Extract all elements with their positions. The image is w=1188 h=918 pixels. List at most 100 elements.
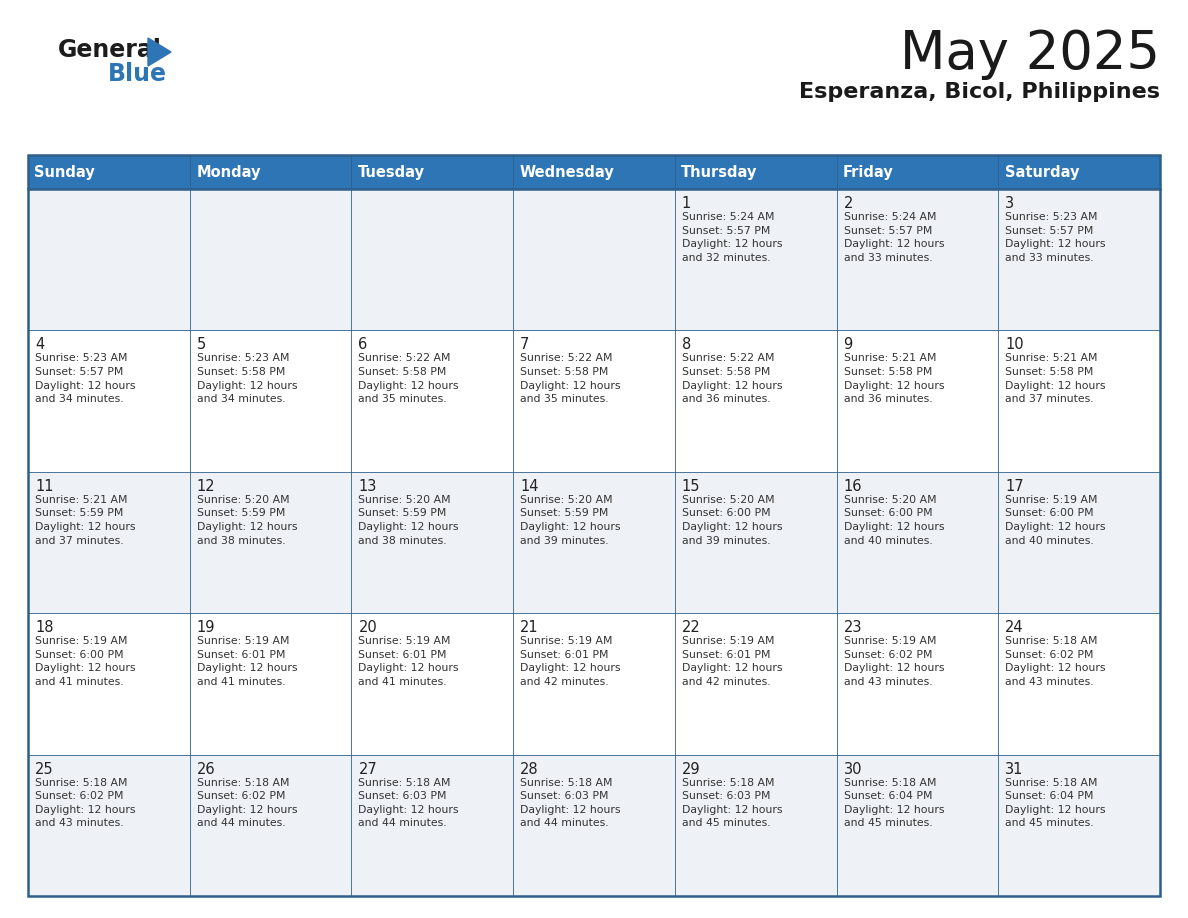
Bar xyxy=(29,330,190,472)
Text: General: General xyxy=(58,38,162,62)
Text: Sunrise: 5:19 AM
Sunset: 6:00 PM
Daylight: 12 hours
and 40 minutes.: Sunrise: 5:19 AM Sunset: 6:00 PM Dayligh… xyxy=(1005,495,1106,545)
Text: 23: 23 xyxy=(843,621,862,635)
Bar xyxy=(190,155,352,189)
Bar xyxy=(513,755,675,896)
Bar xyxy=(675,472,836,613)
Text: 29: 29 xyxy=(682,762,701,777)
Text: Tuesday: Tuesday xyxy=(358,164,425,180)
Bar xyxy=(352,189,513,330)
Text: Sunrise: 5:22 AM
Sunset: 5:58 PM
Daylight: 12 hours
and 35 minutes.: Sunrise: 5:22 AM Sunset: 5:58 PM Dayligh… xyxy=(520,353,620,404)
Text: Thursday: Thursday xyxy=(682,164,758,180)
Text: Sunrise: 5:18 AM
Sunset: 6:04 PM
Daylight: 12 hours
and 45 minutes.: Sunrise: 5:18 AM Sunset: 6:04 PM Dayligh… xyxy=(843,778,944,828)
Text: 22: 22 xyxy=(682,621,701,635)
Text: 6: 6 xyxy=(359,338,367,353)
Bar xyxy=(675,613,836,755)
Text: Wednesday: Wednesday xyxy=(519,164,614,180)
Text: Sunrise: 5:19 AM
Sunset: 6:01 PM
Daylight: 12 hours
and 42 minutes.: Sunrise: 5:19 AM Sunset: 6:01 PM Dayligh… xyxy=(682,636,783,687)
Text: 20: 20 xyxy=(359,621,377,635)
Bar xyxy=(352,755,513,896)
Text: 18: 18 xyxy=(34,621,53,635)
Bar xyxy=(190,613,352,755)
Bar xyxy=(352,155,513,189)
Bar xyxy=(29,155,1159,896)
Bar xyxy=(836,472,998,613)
Bar xyxy=(998,755,1159,896)
Text: Saturday: Saturday xyxy=(1005,164,1079,180)
Bar xyxy=(352,330,513,472)
Bar xyxy=(513,472,675,613)
Text: 28: 28 xyxy=(520,762,539,777)
Bar xyxy=(29,613,190,755)
Text: 3: 3 xyxy=(1005,196,1015,211)
Text: 4: 4 xyxy=(34,338,44,353)
Bar xyxy=(998,155,1159,189)
Bar xyxy=(513,330,675,472)
Text: 30: 30 xyxy=(843,762,862,777)
Text: Sunrise: 5:18 AM
Sunset: 6:02 PM
Daylight: 12 hours
and 44 minutes.: Sunrise: 5:18 AM Sunset: 6:02 PM Dayligh… xyxy=(197,778,297,828)
Text: 5: 5 xyxy=(197,338,206,353)
Text: 2: 2 xyxy=(843,196,853,211)
Text: Sunrise: 5:21 AM
Sunset: 5:58 PM
Daylight: 12 hours
and 36 minutes.: Sunrise: 5:21 AM Sunset: 5:58 PM Dayligh… xyxy=(843,353,944,404)
Text: Sunrise: 5:18 AM
Sunset: 6:03 PM
Daylight: 12 hours
and 44 minutes.: Sunrise: 5:18 AM Sunset: 6:03 PM Dayligh… xyxy=(520,778,620,828)
Text: Sunrise: 5:20 AM
Sunset: 5:59 PM
Daylight: 12 hours
and 38 minutes.: Sunrise: 5:20 AM Sunset: 5:59 PM Dayligh… xyxy=(197,495,297,545)
Text: Sunrise: 5:18 AM
Sunset: 6:03 PM
Daylight: 12 hours
and 44 minutes.: Sunrise: 5:18 AM Sunset: 6:03 PM Dayligh… xyxy=(359,778,459,828)
Text: 15: 15 xyxy=(682,479,701,494)
Text: Sunrise: 5:24 AM
Sunset: 5:57 PM
Daylight: 12 hours
and 32 minutes.: Sunrise: 5:24 AM Sunset: 5:57 PM Dayligh… xyxy=(682,212,783,263)
Bar xyxy=(675,755,836,896)
Bar xyxy=(29,189,190,330)
Bar xyxy=(836,330,998,472)
Text: Sunrise: 5:20 AM
Sunset: 5:59 PM
Daylight: 12 hours
and 38 minutes.: Sunrise: 5:20 AM Sunset: 5:59 PM Dayligh… xyxy=(359,495,459,545)
Text: 12: 12 xyxy=(197,479,215,494)
Bar xyxy=(998,613,1159,755)
Bar xyxy=(29,155,190,189)
Text: Sunrise: 5:20 AM
Sunset: 6:00 PM
Daylight: 12 hours
and 39 minutes.: Sunrise: 5:20 AM Sunset: 6:00 PM Dayligh… xyxy=(682,495,783,545)
Text: Sunrise: 5:18 AM
Sunset: 6:04 PM
Daylight: 12 hours
and 45 minutes.: Sunrise: 5:18 AM Sunset: 6:04 PM Dayligh… xyxy=(1005,778,1106,828)
Text: Sunrise: 5:18 AM
Sunset: 6:02 PM
Daylight: 12 hours
and 43 minutes.: Sunrise: 5:18 AM Sunset: 6:02 PM Dayligh… xyxy=(1005,636,1106,687)
Bar xyxy=(513,189,675,330)
Text: 26: 26 xyxy=(197,762,215,777)
Text: 14: 14 xyxy=(520,479,538,494)
Text: 17: 17 xyxy=(1005,479,1024,494)
Bar xyxy=(513,155,675,189)
Text: Sunrise: 5:19 AM
Sunset: 6:00 PM
Daylight: 12 hours
and 41 minutes.: Sunrise: 5:19 AM Sunset: 6:00 PM Dayligh… xyxy=(34,636,135,687)
Bar xyxy=(836,155,998,189)
Text: 11: 11 xyxy=(34,479,53,494)
Text: 24: 24 xyxy=(1005,621,1024,635)
Bar xyxy=(836,189,998,330)
Bar xyxy=(836,613,998,755)
Text: Sunrise: 5:19 AM
Sunset: 6:01 PM
Daylight: 12 hours
and 41 minutes.: Sunrise: 5:19 AM Sunset: 6:01 PM Dayligh… xyxy=(359,636,459,687)
Bar xyxy=(836,755,998,896)
Text: Sunrise: 5:22 AM
Sunset: 5:58 PM
Daylight: 12 hours
and 35 minutes.: Sunrise: 5:22 AM Sunset: 5:58 PM Dayligh… xyxy=(359,353,459,404)
Bar xyxy=(675,155,836,189)
Text: 13: 13 xyxy=(359,479,377,494)
Text: Sunrise: 5:23 AM
Sunset: 5:58 PM
Daylight: 12 hours
and 34 minutes.: Sunrise: 5:23 AM Sunset: 5:58 PM Dayligh… xyxy=(197,353,297,404)
Text: Monday: Monday xyxy=(196,164,260,180)
Text: 10: 10 xyxy=(1005,338,1024,353)
Text: 19: 19 xyxy=(197,621,215,635)
Bar xyxy=(513,613,675,755)
Text: Sunrise: 5:18 AM
Sunset: 6:02 PM
Daylight: 12 hours
and 43 minutes.: Sunrise: 5:18 AM Sunset: 6:02 PM Dayligh… xyxy=(34,778,135,828)
Text: 9: 9 xyxy=(843,338,853,353)
Text: Sunrise: 5:19 AM
Sunset: 6:01 PM
Daylight: 12 hours
and 42 minutes.: Sunrise: 5:19 AM Sunset: 6:01 PM Dayligh… xyxy=(520,636,620,687)
Bar xyxy=(29,755,190,896)
Bar xyxy=(675,189,836,330)
Bar xyxy=(998,330,1159,472)
Text: 31: 31 xyxy=(1005,762,1024,777)
Text: Blue: Blue xyxy=(108,62,168,86)
Bar xyxy=(675,330,836,472)
Text: Sunrise: 5:20 AM
Sunset: 6:00 PM
Daylight: 12 hours
and 40 minutes.: Sunrise: 5:20 AM Sunset: 6:00 PM Dayligh… xyxy=(843,495,944,545)
Text: May 2025: May 2025 xyxy=(901,28,1159,80)
Bar xyxy=(352,613,513,755)
Text: Sunrise: 5:19 AM
Sunset: 6:01 PM
Daylight: 12 hours
and 41 minutes.: Sunrise: 5:19 AM Sunset: 6:01 PM Dayligh… xyxy=(197,636,297,687)
Text: Sunrise: 5:24 AM
Sunset: 5:57 PM
Daylight: 12 hours
and 33 minutes.: Sunrise: 5:24 AM Sunset: 5:57 PM Dayligh… xyxy=(843,212,944,263)
Bar xyxy=(352,472,513,613)
Bar xyxy=(190,330,352,472)
Text: Sunrise: 5:20 AM
Sunset: 5:59 PM
Daylight: 12 hours
and 39 minutes.: Sunrise: 5:20 AM Sunset: 5:59 PM Dayligh… xyxy=(520,495,620,545)
Bar xyxy=(190,755,352,896)
Bar xyxy=(29,472,190,613)
Bar xyxy=(190,472,352,613)
Text: 1: 1 xyxy=(682,196,691,211)
Text: Sunrise: 5:23 AM
Sunset: 5:57 PM
Daylight: 12 hours
and 33 minutes.: Sunrise: 5:23 AM Sunset: 5:57 PM Dayligh… xyxy=(1005,212,1106,263)
Text: Sunrise: 5:23 AM
Sunset: 5:57 PM
Daylight: 12 hours
and 34 minutes.: Sunrise: 5:23 AM Sunset: 5:57 PM Dayligh… xyxy=(34,353,135,404)
Text: 27: 27 xyxy=(359,762,377,777)
